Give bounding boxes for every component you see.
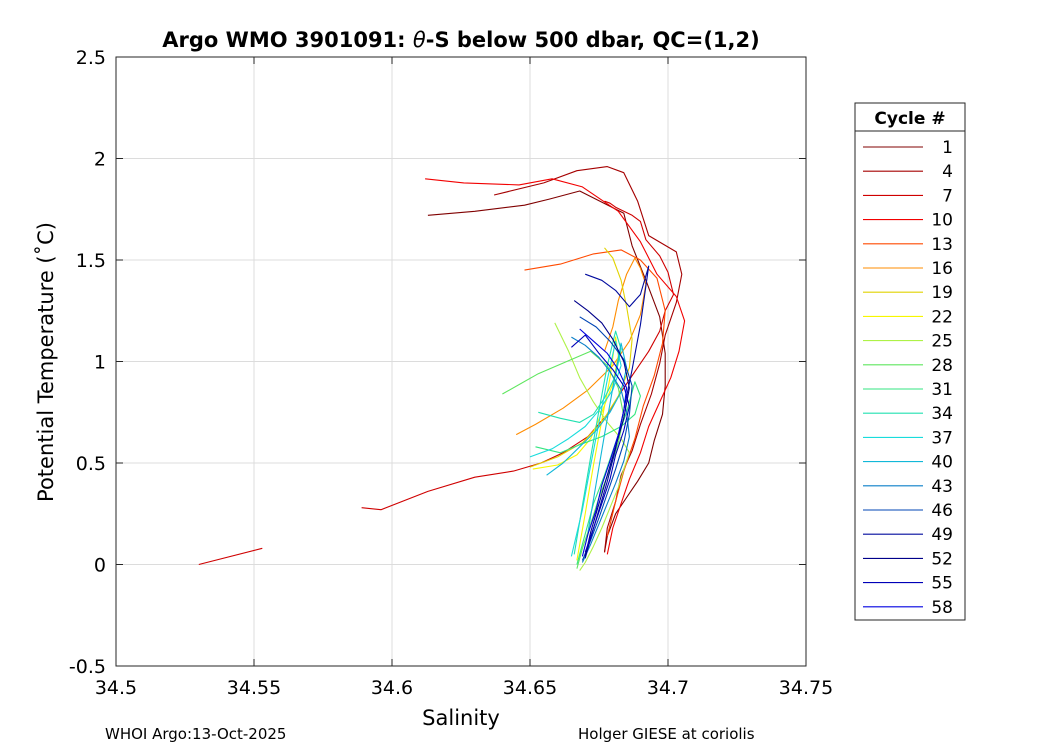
y-tick-label: 1.5	[76, 250, 106, 272]
series-layer	[198, 166, 686, 571]
legend-label-37: 37	[931, 428, 953, 448]
series-line-cycle-37	[529, 340, 622, 557]
series-line-cycle-34	[538, 330, 622, 555]
y-tick-label: 2.5	[76, 47, 106, 69]
legend-label-10: 10	[931, 211, 953, 231]
legend-label-1: 1	[942, 138, 953, 158]
legend-title: Cycle #	[874, 109, 945, 129]
legend-label-49: 49	[931, 525, 953, 545]
legend-label-31: 31	[931, 380, 953, 400]
y-tick-label: 2	[94, 149, 106, 171]
y-tick-label: -0.5	[69, 656, 106, 678]
axis-ticks: 34.5 34.55 34.6 34.65 34.7 34.75 -0.5 0 0.5 1 1.5 2…	[69, 47, 833, 699]
series-line-cycle-43	[571, 336, 630, 563]
legend-label-19: 19	[931, 283, 953, 303]
y-tick-label: 0.5	[76, 453, 106, 475]
x-axis-label: Salinity	[422, 706, 500, 730]
x-tick-label: 34.7	[647, 677, 689, 699]
legend-label-58: 58	[931, 598, 953, 618]
series-line-cycle-7	[198, 547, 263, 566]
grid-lines	[116, 57, 806, 666]
legend-label-7: 7	[942, 186, 953, 206]
legend-label-43: 43	[931, 477, 953, 497]
legend-label-28: 28	[931, 356, 953, 376]
legend: Cycle # 1 4 7 10 13 16 19 22 25 28 31 34 37 40 43 46 49 5…	[854, 102, 966, 621]
series-line-cycle-49	[584, 265, 650, 559]
legend-label-22: 22	[931, 307, 953, 327]
legend-label-52: 52	[931, 549, 953, 569]
legend-label-25: 25	[931, 332, 953, 352]
series-line-cycle-13	[524, 249, 666, 537]
series-line-cycle-7b	[361, 200, 675, 511]
legend-label-46: 46	[931, 501, 953, 521]
series-line-cycle-16	[515, 257, 647, 436]
series-line-cycle-10	[425, 178, 686, 555]
x-tick-label: 34.75	[779, 677, 833, 699]
legend-label-4: 4	[942, 162, 953, 182]
x-tick-label: 34.6	[371, 677, 413, 699]
chart-title: Argo WMO 3901091: θ-S below 500 dbar, QC…	[162, 28, 759, 52]
series-line-cycle-46	[579, 316, 633, 561]
legend-label-34: 34	[931, 404, 953, 424]
series-line-cycle-58	[579, 328, 628, 557]
series-line-cycle-4	[493, 166, 683, 553]
y-tick-label: 1	[94, 352, 106, 374]
legend-label-55: 55	[931, 574, 953, 594]
series-line-cycle-40	[546, 342, 628, 533]
footer-right: Holger GIESE at coriolis	[578, 725, 755, 743]
series-line-cycle-25	[554, 322, 630, 571]
y-tick-label: 0	[94, 555, 106, 577]
legend-label-13: 13	[931, 235, 953, 255]
legend-label-40: 40	[931, 453, 953, 473]
x-tick-label: 34.65	[503, 677, 557, 699]
x-tick-label: 34.55	[227, 677, 281, 699]
x-tick-label: 34.5	[95, 677, 137, 699]
footer-left: WHOI Argo:13-Oct-2025	[105, 725, 287, 743]
series-line-cycle-55	[571, 334, 630, 553]
series-line-cycle-52	[573, 300, 630, 557]
legend-label-16: 16	[931, 259, 953, 279]
y-axis-label: Potential Temperature (˚C)	[34, 222, 58, 502]
series-line-cycle-1	[427, 190, 666, 553]
